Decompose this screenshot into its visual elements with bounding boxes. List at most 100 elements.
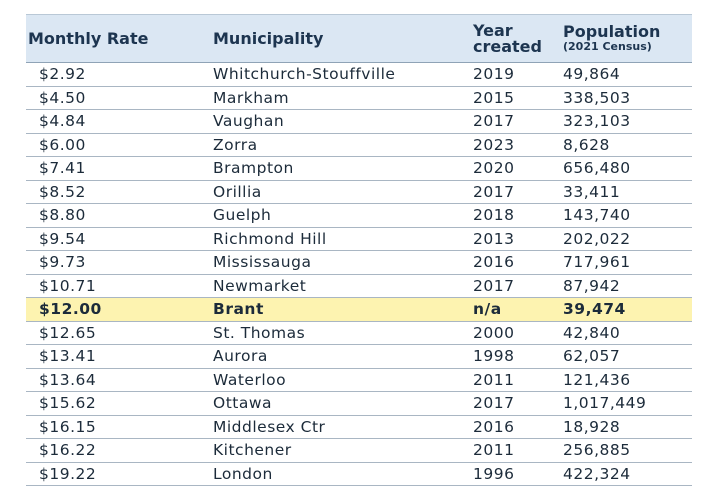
header-population-sub: (2021 Census) [563, 40, 652, 53]
year-cell: 2020 [471, 156, 561, 181]
population-cell: 256,885 [561, 438, 692, 463]
year-cell: 2018 [471, 203, 561, 228]
table-row: $8.80 Guelph 2018 143,740 [26, 203, 692, 228]
year-cell: 2017 [471, 180, 561, 204]
table-row: $12.00 Brant n/a 39,474 [26, 297, 692, 322]
table-row: $9.54 Richmond Hill 2013 202,022 [26, 227, 692, 251]
table-row: $10.71 Newmarket 2017 87,942 [26, 274, 692, 298]
table-row: $16.22 Kitchener 2011 256,885 [26, 438, 692, 463]
header-year-line1: Year [473, 20, 513, 40]
municipality-cell: Brampton [211, 156, 471, 181]
municipality-cell: Middlesex Ctr [211, 415, 471, 439]
year-cell: 2017 [471, 274, 561, 298]
municipality-cell: Zorra [211, 133, 471, 157]
municipality-cell: Markham [211, 86, 471, 110]
rate-cell: $15.62 [26, 391, 211, 416]
population-cell: 323,103 [561, 109, 692, 134]
population-cell: 121,436 [561, 368, 692, 392]
year-cell: 1996 [471, 462, 561, 486]
header-monthly-rate: Monthly Rate [26, 14, 211, 63]
table-row: $13.41 Aurora 1998 62,057 [26, 344, 692, 369]
table-row: $8.52 Orillia 2017 33,411 [26, 180, 692, 204]
year-cell: 2000 [471, 321, 561, 345]
year-cell: 2011 [471, 438, 561, 463]
table-body: $2.92 Whitchurch-Stouffville 2019 49,864 $4.… [26, 62, 692, 486]
municipality-cell: Guelph [211, 203, 471, 228]
table-row: $19.22 London 1996 422,324 [26, 462, 692, 486]
rate-table: Monthly Rate Municipality Year created P… [26, 14, 692, 486]
rate-cell: $10.71 [26, 274, 211, 298]
rate-cell: $7.41 [26, 156, 211, 181]
rate-cell: $2.92 [26, 62, 211, 87]
rate-cell: $16.15 [26, 415, 211, 439]
municipality-cell: Orillia [211, 180, 471, 204]
rate-cell: $13.64 [26, 368, 211, 392]
rate-cell: $12.65 [26, 321, 211, 345]
population-cell: 202,022 [561, 227, 692, 251]
header-population-label: Population [563, 22, 661, 41]
header-year-line2: created [473, 36, 542, 56]
population-cell: 338,503 [561, 86, 692, 110]
rate-cell: $12.00 [26, 297, 211, 322]
table-row: $9.73 Mississauga 2016 717,961 [26, 250, 692, 275]
table-header: Monthly Rate Municipality Year created P… [26, 14, 692, 63]
table-row: $13.64 Waterloo 2011 121,436 [26, 368, 692, 392]
year-cell: 2016 [471, 250, 561, 275]
municipality-cell: St. Thomas [211, 321, 471, 345]
header-population: Population (2021 Census) [561, 14, 692, 63]
year-cell: 2017 [471, 109, 561, 134]
population-cell: 1,017,449 [561, 391, 692, 416]
municipality-cell: Vaughan [211, 109, 471, 134]
municipality-cell: Waterloo [211, 368, 471, 392]
rate-cell: $9.54 [26, 227, 211, 251]
table-row: $2.92 Whitchurch-Stouffville 2019 49,864 [26, 62, 692, 87]
year-cell: 1998 [471, 344, 561, 369]
population-cell: 49,864 [561, 62, 692, 87]
table-row: $15.62 Ottawa 2017 1,017,449 [26, 391, 692, 416]
rate-cell: $19.22 [26, 462, 211, 486]
population-cell: 143,740 [561, 203, 692, 228]
population-cell: 33,411 [561, 180, 692, 204]
population-cell: 39,474 [561, 297, 692, 322]
municipality-cell: London [211, 462, 471, 486]
municipality-cell: Brant [211, 297, 471, 322]
header-row: Monthly Rate Municipality Year created P… [26, 14, 692, 63]
table-row: $16.15 Middlesex Ctr 2016 18,928 [26, 415, 692, 439]
rate-table-container: Monthly Rate Municipality Year created P… [26, 14, 692, 486]
year-cell: 2023 [471, 133, 561, 157]
year-cell: 2019 [471, 62, 561, 87]
population-cell: 42,840 [561, 321, 692, 345]
municipality-cell: Mississauga [211, 250, 471, 275]
municipality-cell: Richmond Hill [211, 227, 471, 251]
rate-cell: $13.41 [26, 344, 211, 369]
rate-cell: $8.52 [26, 180, 211, 204]
year-cell: 2011 [471, 368, 561, 392]
table-row: $12.65 St. Thomas 2000 42,840 [26, 321, 692, 345]
rate-cell: $8.80 [26, 203, 211, 228]
header-municipality: Municipality [211, 14, 471, 63]
population-cell: 422,324 [561, 462, 692, 486]
header-year-created: Year created [471, 14, 561, 63]
population-cell: 62,057 [561, 344, 692, 369]
rate-cell: $4.84 [26, 109, 211, 134]
municipality-cell: Ottawa [211, 391, 471, 416]
rate-cell: $4.50 [26, 86, 211, 110]
year-cell: 2017 [471, 391, 561, 416]
rate-cell: $6.00 [26, 133, 211, 157]
rate-cell: $9.73 [26, 250, 211, 275]
table-row: $7.41 Brampton 2020 656,480 [26, 156, 692, 181]
table-row: $4.50 Markham 2015 338,503 [26, 86, 692, 110]
rate-cell: $16.22 [26, 438, 211, 463]
population-cell: 656,480 [561, 156, 692, 181]
municipality-cell: Whitchurch-Stouffville [211, 62, 471, 87]
population-cell: 87,942 [561, 274, 692, 298]
year-cell: 2013 [471, 227, 561, 251]
table-row: $4.84 Vaughan 2017 323,103 [26, 109, 692, 134]
table-row: $6.00 Zorra 2023 8,628 [26, 133, 692, 157]
population-cell: 717,961 [561, 250, 692, 275]
municipality-cell: Kitchener [211, 438, 471, 463]
population-cell: 8,628 [561, 133, 692, 157]
population-cell: 18,928 [561, 415, 692, 439]
municipality-cell: Newmarket [211, 274, 471, 298]
municipality-cell: Aurora [211, 344, 471, 369]
